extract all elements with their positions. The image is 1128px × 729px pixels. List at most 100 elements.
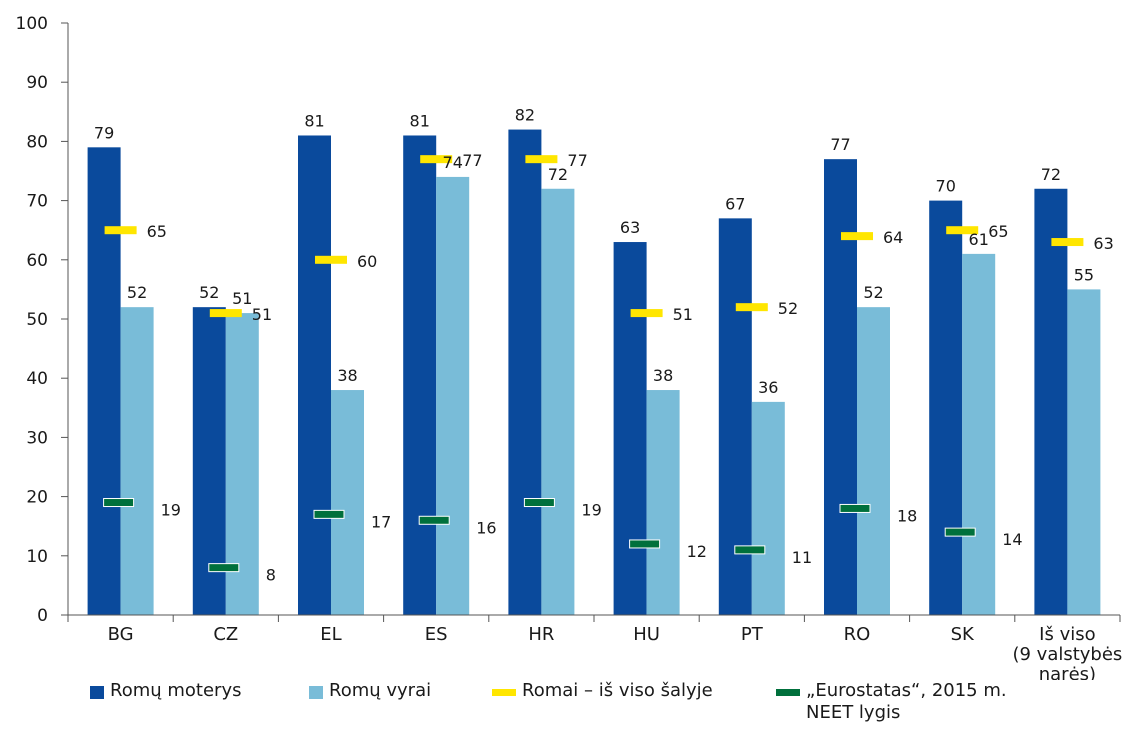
data-label-romai-is-viso: 60: [357, 252, 377, 271]
data-label-romai-is-viso: 64: [883, 228, 903, 247]
data-label-romu-vyrai: 55: [1074, 265, 1094, 284]
data-label-eurostatas-neet: 19: [161, 501, 181, 520]
data-label-romai-is-viso: 65: [147, 222, 167, 241]
marker-romai-is-viso: [525, 155, 558, 164]
x-category-label-ro: RO: [844, 624, 871, 645]
legend-label: Romų moterys: [110, 680, 242, 701]
y-tick-label: 30: [26, 428, 48, 448]
marker-romai-is-viso: [420, 155, 453, 164]
bar-romu-moterys: [718, 218, 752, 616]
marker-eurostatas-neet: [523, 498, 555, 508]
y-tick-label: 100: [16, 14, 48, 34]
data-label-eurostatas-neet: 11: [792, 548, 812, 567]
data-label-eurostatas-neet: 17: [371, 512, 391, 531]
data-label-romai-is-viso: 77: [462, 151, 482, 170]
data-label-romu-vyrai: 52: [127, 283, 147, 302]
markers: [103, 155, 1084, 573]
y-tick-label: 40: [26, 369, 48, 389]
marker-eurostatas-neet: [629, 539, 661, 549]
data-label-romu-vyrai: 51: [232, 289, 252, 308]
marker-eurostatas-neet: [313, 509, 345, 519]
bar-romu-vyrai: [541, 188, 575, 615]
data-label-romu-moterys: 81: [304, 111, 324, 130]
bar-romu-moterys: [824, 159, 857, 615]
data-label-romu-moterys: 52: [199, 283, 219, 302]
y-axis: 0 10 20 30 40 50 60 70 80 90 100: [16, 14, 69, 626]
bars: [87, 129, 1101, 616]
bar-romu-moterys: [87, 147, 121, 615]
data-label-eurostatas-neet: 8: [266, 566, 276, 585]
legend-swatch-romai-is-viso: [492, 689, 516, 696]
marker-romai-is-viso: [315, 255, 347, 264]
data-label-romu-moterys: 67: [725, 194, 745, 213]
legend-swatch-romu-vyrai: [309, 686, 323, 699]
bar-romu-vyrai: [120, 307, 154, 615]
x-category-label-hu: HU: [633, 624, 660, 645]
bar-romu-vyrai: [751, 401, 785, 615]
data-label-romu-moterys: 72: [1041, 165, 1061, 184]
data-label-eurostatas-neet: 16: [476, 518, 496, 537]
data-label-eurostatas-neet: 14: [1002, 530, 1022, 549]
legend-label: Romų vyrai: [329, 680, 432, 701]
marker-eurostatas-neet: [103, 498, 135, 508]
marker-romai-is-viso: [630, 309, 663, 318]
bar-romu-vyrai: [646, 390, 680, 615]
bar-romu-moterys: [298, 135, 331, 616]
x-category-label-el: EL: [320, 624, 341, 645]
y-tick-label: 10: [26, 547, 48, 567]
data-label-romu-vyrai: 36: [758, 378, 778, 397]
bar-romu-moterys: [403, 135, 437, 616]
data-label-romu-vyrai: 52: [863, 283, 883, 302]
legend: Romų moterys Romų vyrai Romai – iš viso …: [90, 680, 1090, 729]
data-label-romai-is-viso: 63: [1093, 234, 1113, 253]
marker-romai-is-viso: [1051, 238, 1084, 247]
bar-romu-moterys: [1034, 188, 1068, 615]
legend-label: Romai – iš viso šalyje: [522, 680, 713, 701]
data-label-romai-is-viso: 51: [673, 305, 693, 324]
data-label-romai-is-viso: 52: [778, 299, 798, 318]
x-category-label-es: ES: [425, 624, 448, 645]
x-category-label-hr: HR: [528, 624, 554, 645]
x-category-label-sk: SK: [951, 624, 975, 645]
data-label-eurostatas-neet: 19: [581, 501, 601, 520]
marker-eurostatas-neet: [418, 515, 450, 525]
data-label-romu-vyrai: 38: [653, 366, 673, 385]
data-label-romu-moterys: 77: [830, 135, 850, 154]
x-axis: BG CZ EL ES HR HU PT RO SK Iš viso (9 valstybės nar…: [67, 614, 1122, 680]
marker-eurostatas-neet: [839, 503, 871, 513]
bar-romu-vyrai: [331, 390, 364, 615]
data-label-romu-vyrai: 61: [969, 230, 989, 249]
legend-swatch-eurostatas-neet: [776, 689, 800, 696]
marker-romai-is-viso: [209, 309, 242, 318]
legend-label: NEET lygis: [806, 702, 901, 723]
y-tick-label: 0: [37, 606, 48, 626]
legend-item-romai-is-viso: Romai – iš viso šalyje: [492, 680, 713, 702]
legend-item-romu-moterys: Romų moterys: [90, 680, 241, 702]
data-label-romu-moterys: 70: [936, 177, 956, 196]
data-label-romai-is-viso: 51: [252, 305, 272, 324]
marker-romai-is-viso: [735, 303, 768, 312]
data-label-romu-moterys: 63: [620, 218, 640, 237]
data-label-romu-moterys: 82: [515, 106, 535, 125]
x-category-label-pt: PT: [741, 624, 764, 645]
data-label-romai-is-viso: 77: [567, 151, 587, 170]
marker-romai-is-viso: [104, 226, 137, 235]
legend-item-romu-vyrai: Romų vyrai: [309, 680, 431, 702]
marker-eurostatas-neet: [734, 545, 766, 555]
data-label-romu-moterys: 81: [410, 111, 430, 130]
data-label-eurostatas-neet: 18: [897, 506, 917, 525]
marker-romai-is-viso: [841, 232, 873, 241]
marker-eurostatas-neet: [944, 527, 976, 537]
x-category-label-cz: CZ: [213, 624, 238, 645]
data-label-eurostatas-neet: 12: [687, 542, 707, 561]
bar-romu-moterys: [508, 129, 542, 615]
data-label-romu-moterys: 79: [94, 123, 114, 142]
data-label-romu-vyrai: 72: [548, 165, 568, 184]
legend-item-eurostatas-neet: „Eurostatas“, 2015 m. NEET lygis: [776, 680, 1007, 724]
marker-romai-is-viso: [946, 226, 979, 235]
bar-romu-vyrai: [857, 307, 890, 615]
y-tick-label: 20: [26, 488, 48, 508]
legend-swatch-romu-moterys: [90, 686, 104, 699]
y-tick-label: 70: [26, 192, 48, 212]
